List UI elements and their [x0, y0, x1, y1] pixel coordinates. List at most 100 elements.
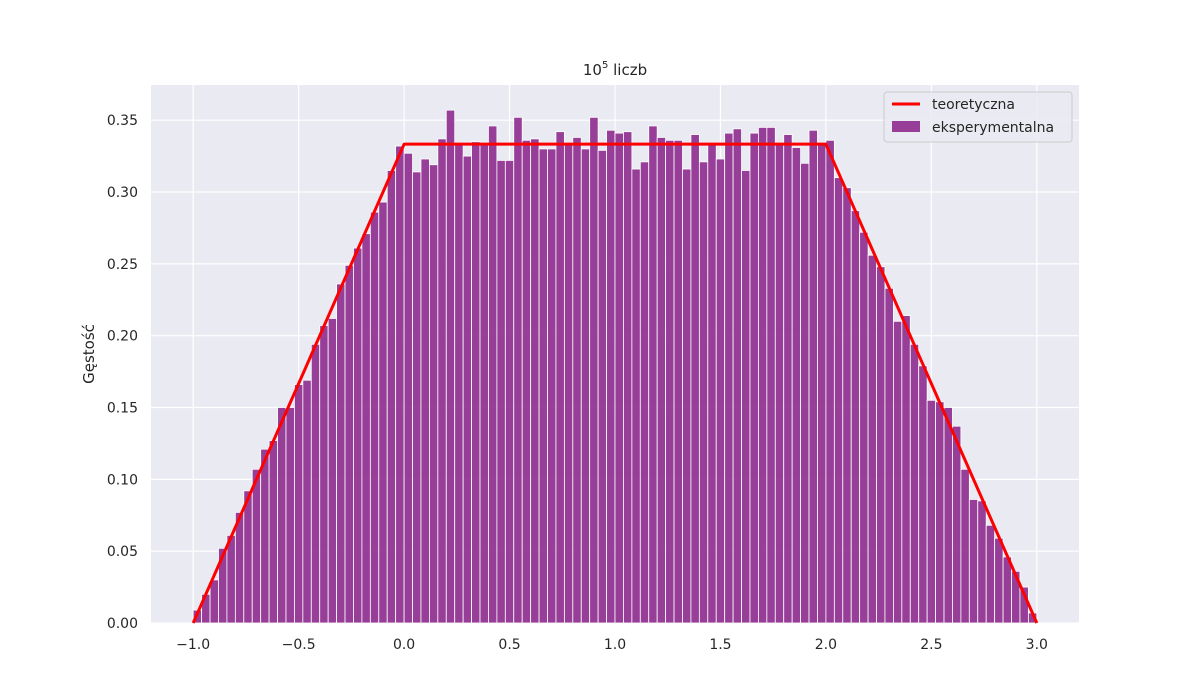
histogram-bar	[935, 401, 945, 624]
histogram-bar	[656, 137, 667, 624]
histogram-bar	[766, 126, 776, 624]
histogram-bar	[521, 139, 532, 624]
histogram-bar	[968, 499, 979, 624]
histogram-bar	[682, 168, 692, 624]
legend-bar-swatch	[892, 121, 920, 132]
histogram-bar	[842, 187, 852, 624]
histogram-bar	[639, 161, 650, 624]
histogram-bar	[631, 168, 641, 624]
histogram-bar	[251, 468, 262, 624]
y-tick-label: 0.20	[107, 329, 138, 345]
histogram-bar	[563, 142, 574, 624]
title-base: 10	[583, 61, 602, 79]
histogram-bar	[412, 171, 422, 624]
histogram-bar	[513, 116, 523, 624]
histogram-bar	[420, 158, 430, 624]
y-tick-label: 0.25	[107, 257, 138, 273]
histogram-bar	[994, 537, 1004, 624]
histogram-bar	[277, 407, 287, 624]
histogram-bar	[589, 116, 599, 624]
histogram-bar	[243, 490, 253, 624]
histogram-bar	[952, 425, 962, 624]
y-tick-label: 0.15	[107, 401, 138, 417]
y-tick-label: 0.35	[107, 113, 138, 129]
histogram-bar	[833, 177, 844, 624]
histogram-bar	[538, 148, 548, 624]
histogram-bar	[817, 144, 827, 624]
histogram-bar	[1002, 556, 1012, 624]
histogram-bar	[369, 211, 380, 624]
histogram-bar	[909, 343, 920, 624]
histogram-bar	[741, 170, 751, 624]
histogram-bar	[774, 144, 785, 624]
histogram-bar	[479, 142, 489, 624]
histogram-bar	[310, 343, 321, 624]
y-tick-label: 0.30	[107, 185, 138, 201]
title-superscript: 5	[602, 60, 608, 71]
histogram-bar	[884, 287, 894, 624]
histogram-bar	[302, 379, 312, 624]
legend-label-experimental: eksperymentalna	[932, 120, 1054, 136]
x-tick-label: 0.5	[498, 637, 520, 653]
x-tick-label: 1.0	[604, 637, 626, 653]
histogram-bar	[758, 126, 768, 624]
y-tick-label: 0.10	[107, 472, 138, 488]
x-tick-label: 2.5	[920, 637, 942, 653]
histogram-bar	[665, 139, 675, 624]
histogram-bar	[327, 318, 337, 624]
histogram-bar	[437, 138, 447, 624]
histogram-bar	[901, 315, 911, 624]
histogram-bar	[496, 160, 506, 624]
histogram-bar	[648, 125, 658, 624]
histogram-bar	[825, 139, 835, 624]
histogram-bar	[707, 144, 717, 624]
histogram-bar	[462, 155, 472, 624]
title-rest: liczb	[608, 61, 647, 79]
histogram-bar	[926, 399, 936, 624]
histogram-bar	[606, 129, 616, 624]
histogram-bar	[614, 132, 624, 624]
histogram-bar	[867, 254, 877, 624]
histogram-bar	[715, 158, 726, 624]
histogram-bar	[378, 201, 388, 624]
y-tick-labels: 0.00 0.05 0.10 0.15 0.20 0.25 0.30 0.35	[107, 113, 138, 632]
histogram-bar	[749, 132, 759, 624]
x-tick-label: 1.5	[709, 637, 731, 653]
histogram-bar	[783, 134, 793, 624]
histogram-bar	[209, 579, 219, 624]
histogram-bar	[428, 164, 439, 624]
x-tick-label: 0.0	[393, 637, 415, 653]
theory-line-group	[191, 142, 1039, 624]
histogram-bar	[285, 407, 295, 624]
y-tick-label: 0.05	[107, 544, 138, 560]
histogram-bar	[294, 384, 304, 624]
histogram-bar	[403, 152, 413, 624]
histogram-bar	[471, 141, 481, 624]
histogram-bar	[454, 142, 464, 624]
histogram-bar	[488, 125, 498, 624]
histogram-bar	[572, 137, 582, 624]
histogram-bar	[386, 170, 397, 624]
histogram-bar	[724, 132, 734, 624]
x-tick-label: 2.0	[815, 637, 837, 653]
histogram-bar	[673, 139, 683, 624]
histogram-bar	[808, 129, 818, 624]
histogram-bar	[850, 210, 861, 624]
histogram-bar	[361, 233, 371, 624]
histogram-bar	[690, 134, 700, 624]
histogram-bar	[555, 131, 565, 624]
chart-title: 105 liczb	[583, 60, 647, 79]
x-tick-label: −0.5	[282, 637, 316, 653]
y-tick-label: 0.00	[107, 616, 138, 632]
histogram-bar	[960, 468, 970, 624]
histogram-bar	[547, 148, 557, 624]
histogram-bar	[319, 325, 329, 624]
legend-box	[883, 91, 1073, 143]
x-tick-labels: −1.0 −0.5 0.0 0.5 1.0 1.5 2.0 2.5 3.0	[176, 637, 1048, 653]
histogram-bar	[876, 266, 886, 624]
histogram-bar	[336, 283, 346, 624]
legend: teoretyczna eksperymentalna	[883, 91, 1073, 143]
histogram-bar	[732, 128, 742, 624]
histogram-bar	[985, 524, 996, 624]
